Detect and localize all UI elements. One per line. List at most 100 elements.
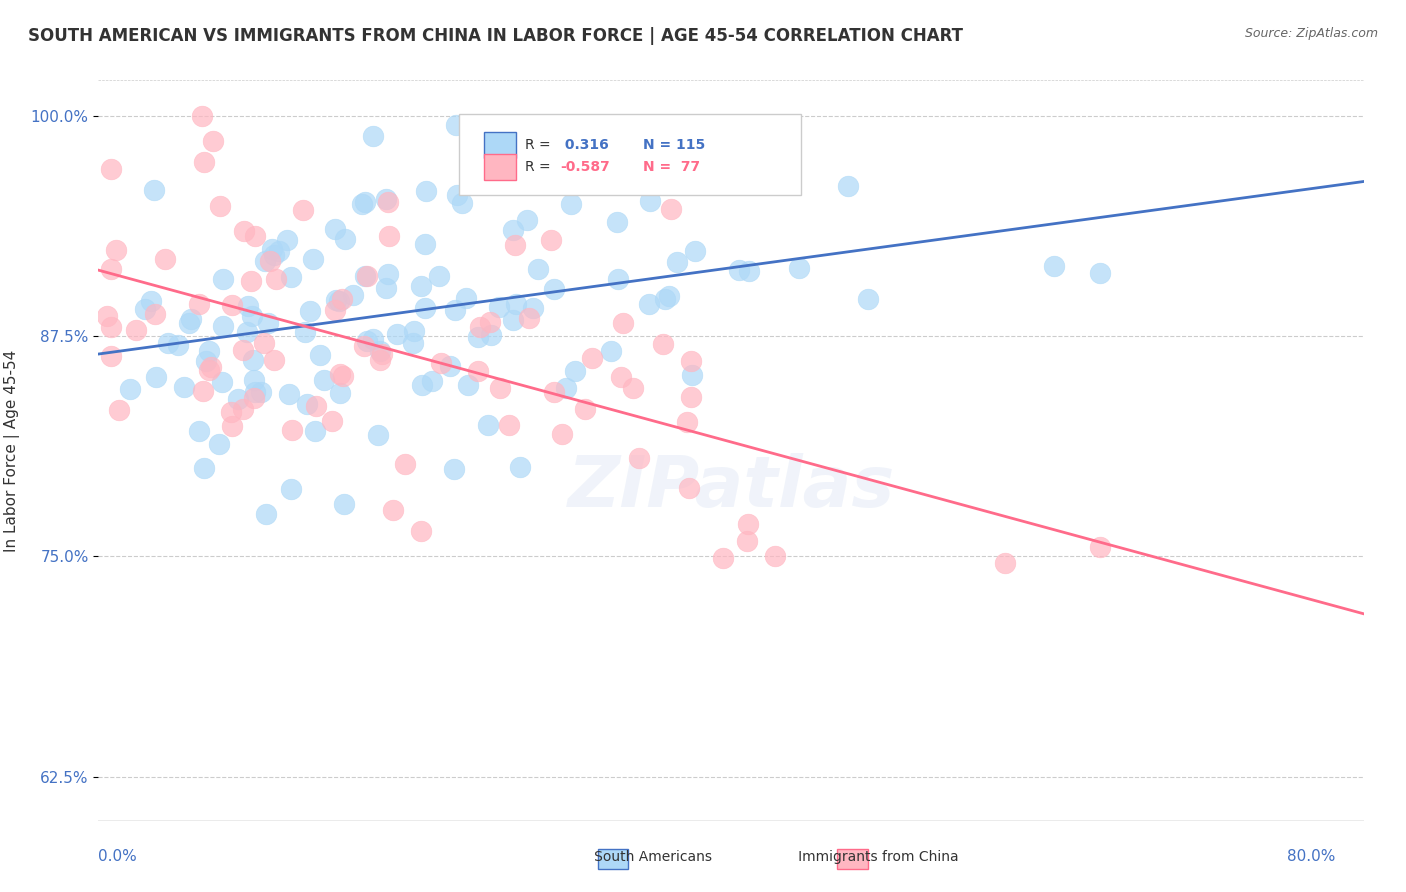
Point (377, 229, 399, 244)
Point (254, 507, 277, 521)
Point (444, 118, 467, 132)
Point (211, 272, 233, 286)
Point (118, 382, 141, 396)
Point (143, 307, 166, 321)
Point (108, 403, 131, 417)
Point (353, 194, 375, 209)
Point (190, 109, 212, 123)
Point (305, 400, 328, 414)
Point (599, 344, 621, 359)
Point (235, 326, 257, 340)
Point (200, 359, 222, 374)
Point (297, 396, 319, 410)
Point (100, 320, 122, 334)
Point (198, 362, 221, 376)
Point (551, 427, 574, 442)
Point (308, 348, 330, 362)
Point (451, 195, 474, 210)
Point (100, 261, 122, 276)
Point (658, 288, 681, 302)
Point (1043, 259, 1066, 273)
Point (191, 384, 214, 399)
Text: N = 115: N = 115 (643, 137, 704, 152)
Point (478, 314, 501, 328)
Point (294, 325, 316, 339)
Point (516, 213, 538, 227)
Point (638, 297, 661, 311)
Point (232, 343, 254, 357)
Point (267, 244, 290, 259)
Point (188, 297, 211, 311)
Point (413, 237, 436, 252)
Point (551, 128, 574, 143)
Point (540, 233, 562, 247)
Point (221, 418, 243, 433)
Point (574, 402, 596, 417)
Point (276, 233, 298, 247)
Point (342, 288, 364, 302)
Point (681, 390, 703, 404)
Point (787, 261, 810, 276)
Point (377, 267, 399, 281)
Point (221, 298, 243, 312)
Point (280, 483, 302, 497)
Point (676, 416, 699, 430)
Point (323, 303, 346, 318)
Point (665, 254, 688, 268)
Point (411, 524, 433, 539)
Point (242, 353, 264, 368)
Point (329, 367, 352, 381)
Point (564, 363, 586, 377)
Point (560, 197, 582, 211)
Text: N =  77: N = 77 (643, 160, 700, 174)
Point (367, 427, 389, 442)
Text: SOUTH AMERICAN VS IMMIGRANTS FROM CHINA IN LABOR FORCE | AGE 45-54 CORRELATION C: SOUTH AMERICAN VS IMMIGRANTS FROM CHINA … (28, 27, 963, 45)
Bar (484, 154, 516, 180)
Point (153, 252, 176, 267)
Point (994, 556, 1017, 570)
Point (96, 309, 118, 323)
Point (304, 424, 326, 438)
Point (264, 272, 287, 286)
Point (207, 436, 229, 450)
Point (502, 313, 524, 327)
Point (299, 303, 322, 318)
Point (763, 549, 786, 563)
Point (243, 228, 266, 243)
Point (281, 423, 304, 437)
Point (738, 264, 761, 278)
Point (321, 414, 343, 428)
Point (683, 244, 706, 258)
Point (427, 268, 450, 283)
Point (325, 293, 347, 308)
Point (543, 282, 565, 296)
Point (735, 534, 758, 549)
Point (415, 301, 437, 316)
Bar (598, 849, 628, 869)
Point (125, 323, 148, 337)
Point (522, 301, 544, 315)
Text: South Americans: South Americans (581, 850, 713, 863)
Text: Source: ZipAtlas.com: Source: ZipAtlas.com (1244, 27, 1378, 40)
Point (105, 244, 128, 258)
FancyBboxPatch shape (458, 113, 800, 195)
Point (651, 337, 673, 351)
Point (253, 253, 276, 268)
Point (444, 302, 467, 317)
Point (198, 344, 221, 359)
Point (675, 161, 697, 176)
Point (489, 381, 512, 395)
Point (292, 203, 315, 218)
Point (330, 292, 353, 306)
Point (606, 272, 628, 286)
Point (139, 293, 162, 308)
Point (457, 378, 479, 392)
Point (737, 517, 759, 532)
Point (145, 370, 167, 384)
Point (243, 391, 266, 405)
Point (609, 369, 631, 384)
Point (240, 309, 263, 323)
Point (323, 222, 346, 236)
Point (468, 320, 491, 334)
Point (727, 263, 749, 277)
